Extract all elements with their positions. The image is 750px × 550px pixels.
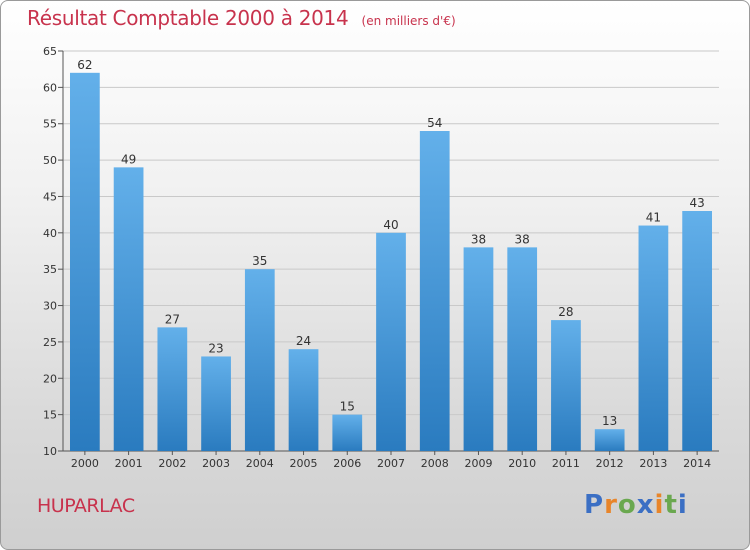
commune-name: HUPARLAC xyxy=(37,495,135,517)
logo-letter: x xyxy=(636,490,655,520)
bar-2012 xyxy=(594,429,625,451)
bar-2006 xyxy=(332,414,363,451)
data-label-2012: 13 xyxy=(602,414,617,428)
y-tick-label-55: 55 xyxy=(43,118,57,131)
data-label-2006: 15 xyxy=(340,400,355,414)
bar-2002 xyxy=(157,327,188,451)
x-tick-label-2009: 2009 xyxy=(464,457,492,470)
bar-2001 xyxy=(113,167,144,451)
x-tick-label-2002: 2002 xyxy=(158,457,186,470)
y-tick-label-65: 65 xyxy=(43,45,57,58)
x-tick-label-2012: 2012 xyxy=(596,457,624,470)
x-tick-label-2011: 2011 xyxy=(552,457,580,470)
bar-2009 xyxy=(463,247,494,451)
x-tick-label-2008: 2008 xyxy=(421,457,449,470)
data-label-2014: 43 xyxy=(689,196,704,210)
x-tick-label-2013: 2013 xyxy=(639,457,667,470)
logo-letter: o xyxy=(617,490,637,520)
logo-letter: i xyxy=(677,490,688,520)
data-label-2004: 35 xyxy=(252,254,267,268)
x-tick-label-2003: 2003 xyxy=(202,457,230,470)
y-tick-label-30: 30 xyxy=(43,300,57,313)
chart-title-unit: (en milliers d'€) xyxy=(361,14,456,28)
data-label-2013: 41 xyxy=(646,211,661,225)
logo-letter: P xyxy=(584,490,605,520)
logo-letter: r xyxy=(604,490,618,520)
y-tick-label-35: 35 xyxy=(43,263,57,276)
bar-2008 xyxy=(419,131,450,451)
y-tick-label-45: 45 xyxy=(43,190,57,203)
chart-title-main: Résultat Comptable 2000 à 2014 xyxy=(27,6,349,30)
x-tick-label-2004: 2004 xyxy=(246,457,274,470)
bar-2003 xyxy=(201,356,231,451)
y-tick-label-15: 15 xyxy=(43,409,57,422)
data-label-2009: 38 xyxy=(471,232,486,246)
x-tick-label-2005: 2005 xyxy=(290,457,318,470)
y-tick-label-20: 20 xyxy=(43,372,57,385)
x-tick-label-2000: 2000 xyxy=(71,457,99,470)
data-label-2005: 24 xyxy=(296,334,311,348)
bar-2011 xyxy=(551,320,581,451)
data-label-2002: 27 xyxy=(165,312,180,326)
data-label-2011: 28 xyxy=(558,305,573,319)
chart-title: Résultat Comptable 2000 à 2014 (en milli… xyxy=(27,6,456,30)
proxiti-logo[interactable]: Proxiti xyxy=(584,490,688,520)
data-label-2001: 49 xyxy=(121,152,136,166)
data-label-2000: 62 xyxy=(77,58,92,72)
x-tick-label-2014: 2014 xyxy=(683,457,711,470)
y-tick-label-50: 50 xyxy=(43,154,57,167)
data-label-2007: 40 xyxy=(383,218,398,232)
bar-2010 xyxy=(507,247,538,451)
logo-letter: t xyxy=(664,490,678,520)
bar-2004 xyxy=(244,269,275,451)
data-label-2003: 23 xyxy=(208,341,223,355)
logo-letter: i xyxy=(654,490,665,520)
data-label-2010: 38 xyxy=(515,232,530,246)
x-tick-label-2007: 2007 xyxy=(377,457,405,470)
bar-2000 xyxy=(69,72,100,452)
y-tick-label-25: 25 xyxy=(43,336,57,349)
x-tick-label-2010: 2010 xyxy=(508,457,536,470)
x-tick-label-2006: 2006 xyxy=(333,457,361,470)
y-tick-label-40: 40 xyxy=(43,227,57,240)
bar-2013 xyxy=(638,225,669,451)
bar-2007 xyxy=(376,232,406,451)
y-tick-label-10: 10 xyxy=(43,445,57,458)
data-label-2008: 54 xyxy=(427,116,442,130)
bar-2005 xyxy=(288,349,319,451)
bar-2014 xyxy=(682,211,713,451)
x-tick-label-2001: 2001 xyxy=(115,457,143,470)
y-tick-label-60: 60 xyxy=(43,81,57,94)
